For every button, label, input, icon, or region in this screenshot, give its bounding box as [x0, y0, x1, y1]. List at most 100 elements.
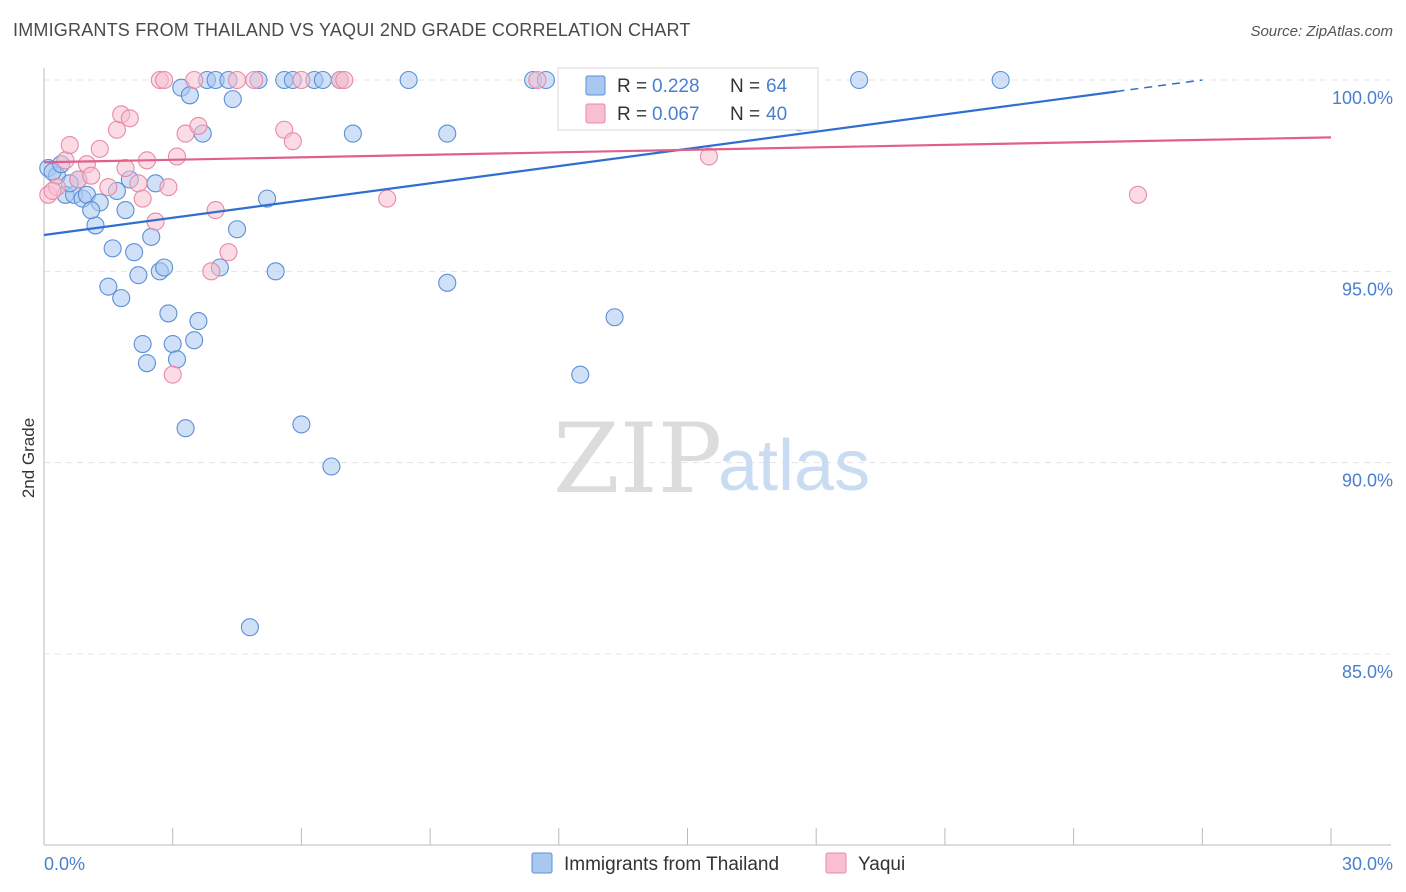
data-point-yaqui: [283, 132, 302, 151]
data-point-yaqui: [120, 109, 139, 128]
data-point-thailand: [240, 618, 259, 637]
y-axis-label: 2nd Grade: [19, 418, 38, 498]
axes: [43, 68, 1391, 846]
data-point-thailand: [223, 90, 242, 109]
trend-lines: [43, 79, 1332, 237]
legend-r-label-blue: R =: [617, 76, 647, 97]
series-swatch-thailand: [531, 852, 553, 874]
data-point-yaqui: [60, 136, 79, 155]
series-legend: Immigrants from Thailand Yaqui: [531, 852, 905, 875]
tick-labels: 85.0% 90.0% 95.0% 100.0% 0.0% 30.0%: [44, 88, 1393, 874]
watermark-atlas: atlas: [718, 426, 870, 506]
data-point-thailand: [850, 70, 869, 90]
data-point-thailand: [571, 365, 590, 384]
data-point-thailand: [322, 457, 341, 476]
data-point-yaqui: [335, 70, 354, 90]
data-point-thailand: [125, 243, 144, 262]
data-point-thailand: [86, 216, 105, 235]
trend-line-thailand-extension: [1116, 79, 1203, 93]
data-point-thailand: [228, 220, 247, 239]
data-point-thailand: [266, 262, 285, 281]
data-point-thailand: [343, 124, 362, 143]
grid-lines: [44, 79, 1391, 655]
watermark: ZIP atlas: [553, 403, 870, 515]
series-swatch-yaqui: [825, 852, 847, 874]
data-point-thailand: [103, 239, 122, 258]
data-point-yaqui: [163, 365, 182, 384]
data-point-yaqui: [116, 158, 135, 178]
correlation-legend: R = 0.228 N = 64 R = 0.067 N = 40: [557, 67, 819, 131]
legend-n-value-blue: 64: [766, 76, 788, 97]
data-point-yaqui: [699, 147, 719, 166]
data-point-thailand: [438, 124, 457, 143]
data-point-thailand: [167, 350, 187, 369]
watermark-zip: ZIP: [553, 403, 722, 515]
trend-line-thailand: [43, 90, 1117, 237]
data-point-thailand: [159, 304, 178, 323]
data-point-yaqui: [528, 70, 547, 90]
data-point-yaqui: [133, 189, 152, 208]
data-point-yaqui: [245, 70, 264, 90]
y-tick-label: 90.0%: [1342, 471, 1393, 491]
trend-line-yaqui: [43, 136, 1332, 164]
data-point-thailand: [142, 227, 161, 246]
data-point-yaqui: [82, 166, 101, 185]
data-point-yaqui: [155, 70, 174, 90]
data-point-yaqui: [219, 243, 238, 262]
legend-r-value-blue: 0.228: [652, 76, 700, 97]
legend-n-label-blue: N =: [730, 76, 760, 97]
data-point-yaqui: [202, 262, 221, 281]
data-point-yaqui: [99, 178, 118, 197]
series-label-yaqui: Yaqui: [858, 854, 905, 875]
data-point-yaqui: [292, 70, 311, 90]
y-tick-label: 100.0%: [1332, 88, 1393, 108]
data-point-yaqui: [189, 116, 208, 135]
legend-n-value-pink: 40: [766, 104, 787, 125]
data-point-yaqui: [90, 139, 109, 158]
data-point-thailand: [133, 334, 152, 354]
data-point-thailand: [313, 70, 332, 90]
data-point-thailand: [438, 273, 457, 292]
data-point-thailand: [258, 189, 277, 208]
data-point-thailand: [185, 331, 204, 350]
chart-title: IMMIGRANTS FROM THAILAND VS YAQUI 2ND GR…: [13, 20, 691, 40]
data-point-thailand: [163, 334, 182, 354]
data-point-yaqui: [228, 70, 247, 90]
legend-swatch-pink: [585, 103, 606, 124]
data-point-thailand: [82, 201, 101, 220]
data-point-thailand: [116, 201, 135, 220]
data-point-yaqui: [206, 201, 225, 220]
data-point-thailand: [176, 419, 195, 438]
data-point-thailand: [137, 354, 157, 373]
data-point-thailand: [155, 258, 174, 277]
data-point-thailand: [112, 289, 131, 308]
series-label-thailand: Immigrants from Thailand: [564, 854, 779, 875]
y-tick-label: 85.0%: [1342, 662, 1393, 682]
data-point-yaqui: [167, 147, 187, 166]
data-point-thailand: [99, 277, 118, 296]
x-tick-label: 30.0%: [1342, 854, 1393, 874]
y-tick-label: 95.0%: [1342, 279, 1393, 299]
data-point-yaqui: [56, 151, 75, 170]
data-point-yaqui: [43, 181, 62, 201]
data-point-yaqui: [185, 70, 204, 90]
data-point-thailand: [292, 415, 311, 434]
legend-r-label-pink: R =: [617, 104, 647, 125]
data-point-thailand: [180, 86, 199, 105]
chart-source: Source: ZipAtlas.com: [1250, 23, 1393, 40]
data-point-thailand: [399, 70, 418, 90]
data-point-thailand: [991, 70, 1010, 90]
data-points: [39, 70, 1147, 637]
data-point-thailand: [189, 312, 208, 331]
x-tick-label: 0.0%: [44, 854, 85, 874]
data-point-yaqui: [1128, 185, 1147, 204]
data-point-yaqui: [378, 189, 397, 208]
data-point-thailand: [605, 308, 624, 327]
legend-swatch-blue: [585, 75, 606, 96]
data-point-thailand: [129, 266, 148, 285]
legend-r-value-pink: 0.067: [652, 104, 700, 125]
legend-n-label-pink: N =: [730, 104, 760, 125]
data-point-yaqui: [159, 178, 178, 197]
data-point-yaqui: [129, 174, 148, 193]
